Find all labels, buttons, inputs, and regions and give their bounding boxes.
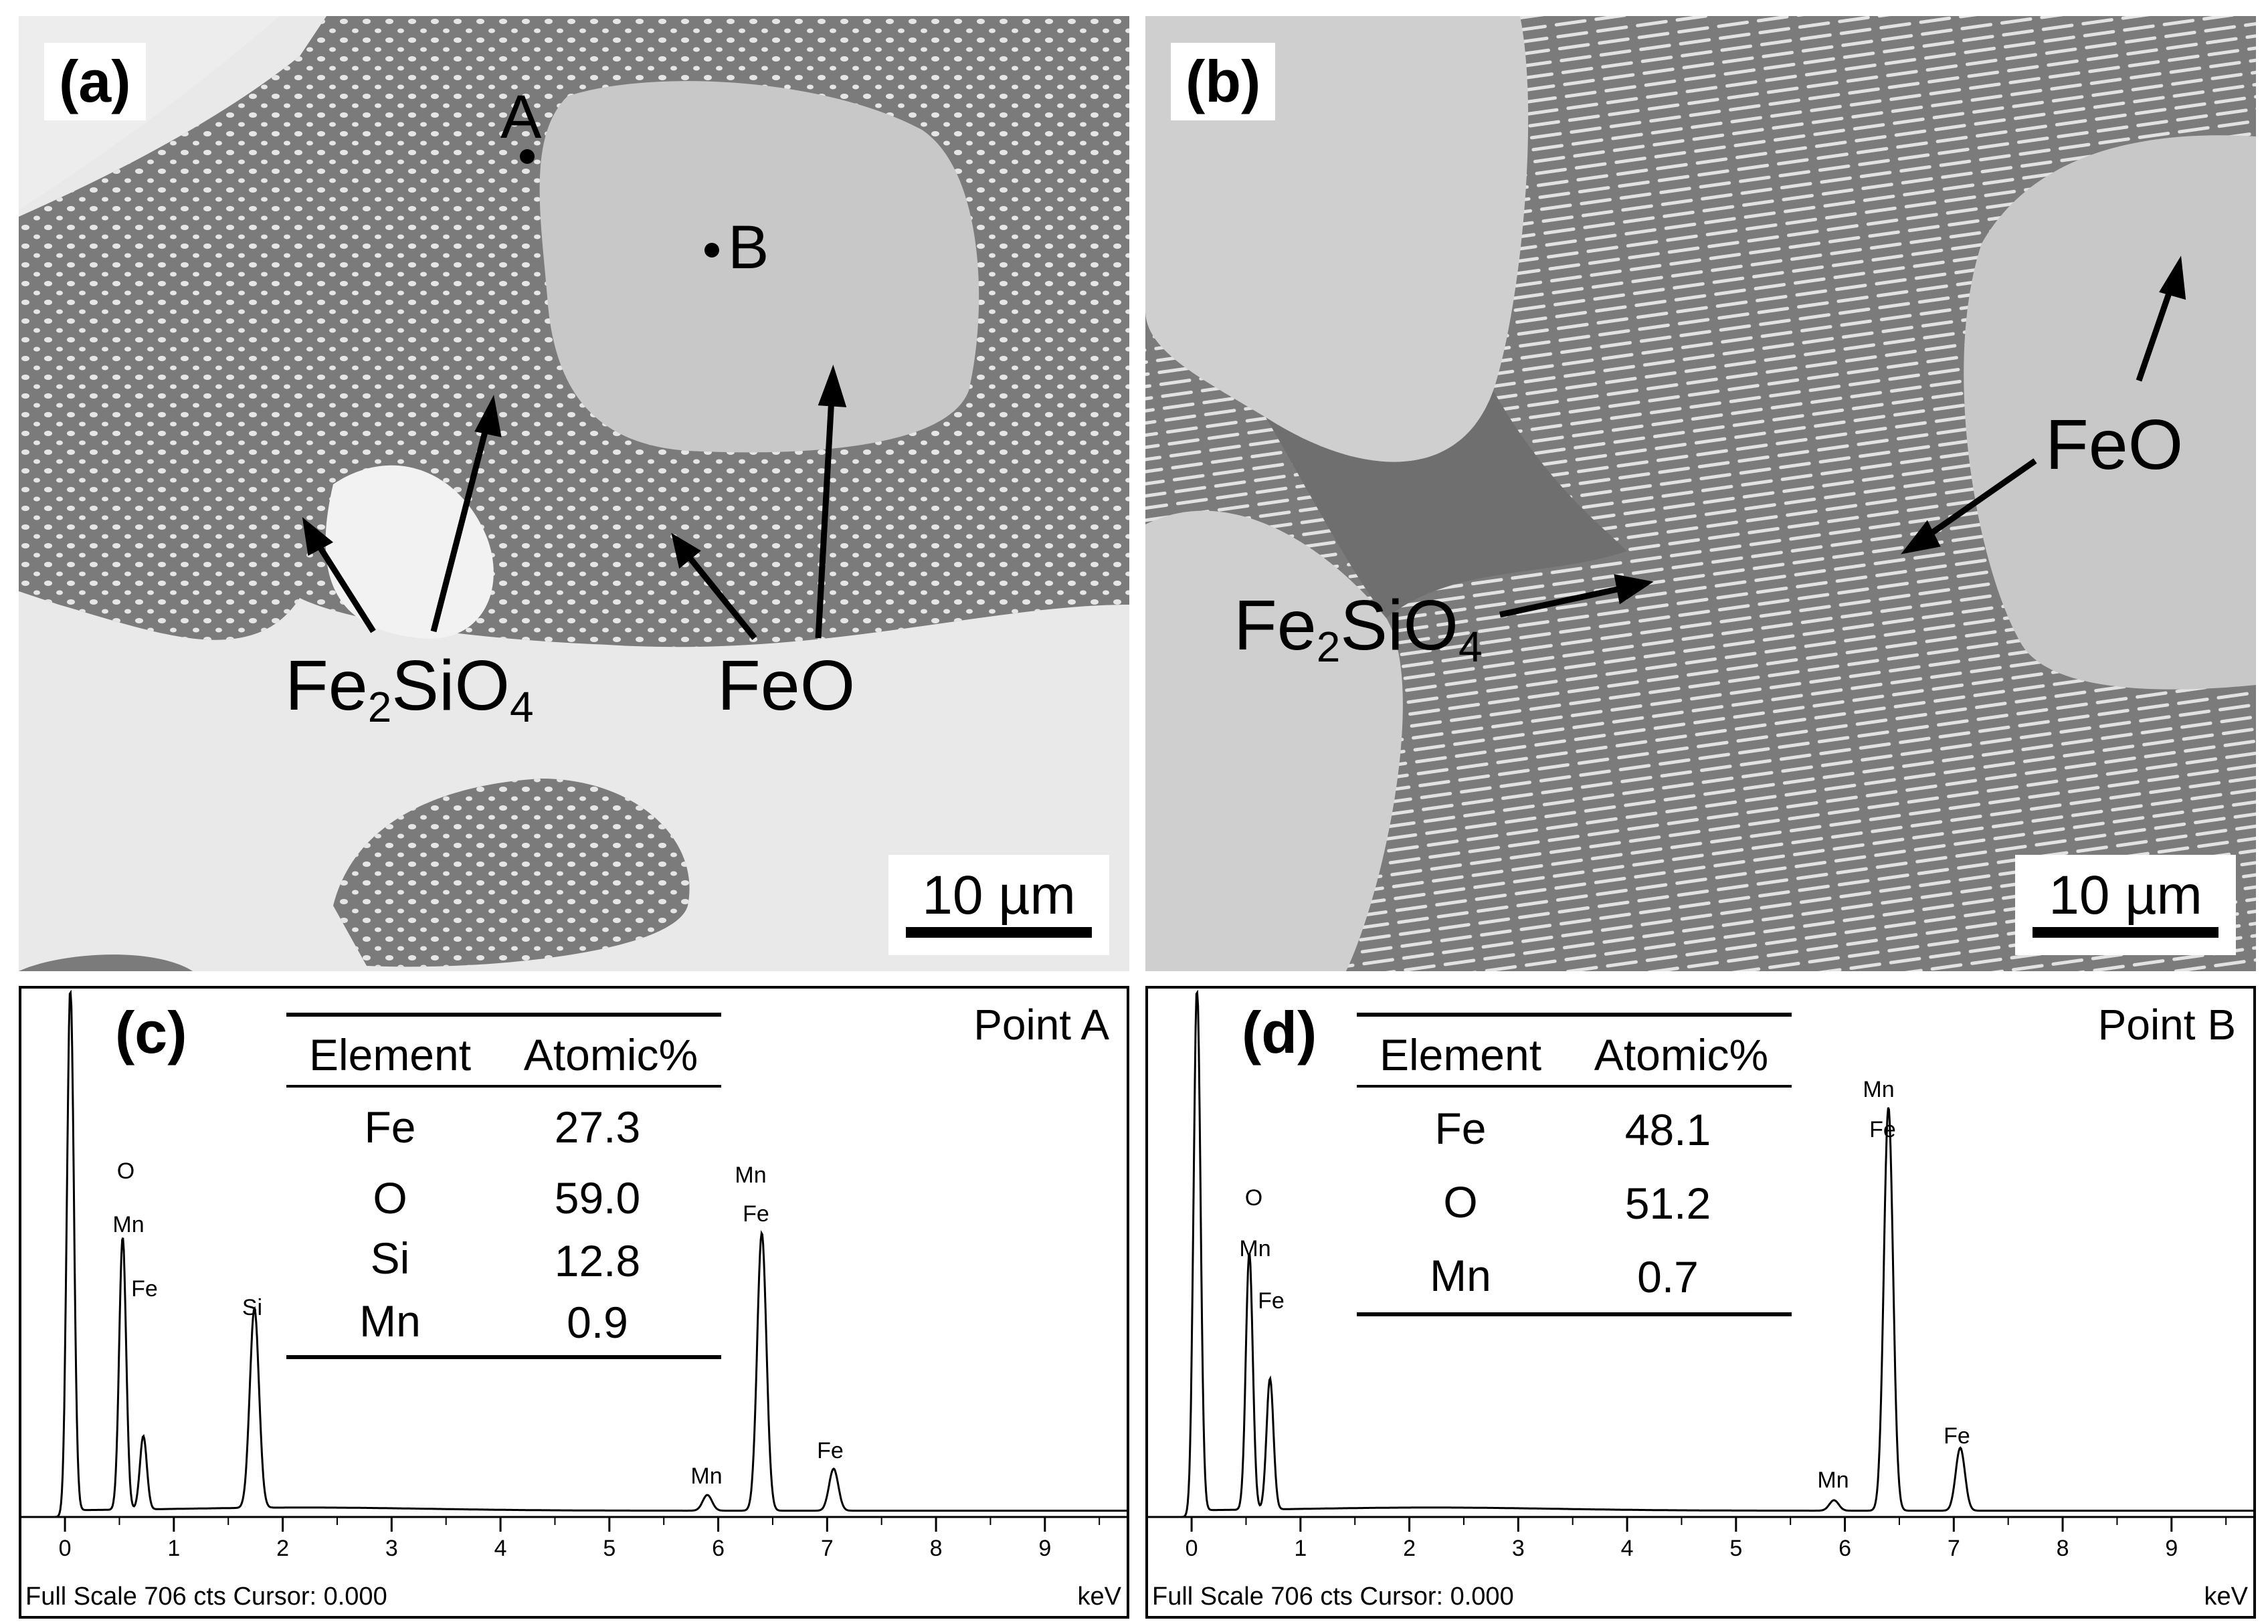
unit-label-d: keV [2204,1583,2248,1611]
scale-bar-line-a [906,927,1092,938]
point-title-c: Point A [973,1001,1109,1049]
panel-label-a: (a) [44,43,146,120]
scale-bar-b: 10 µm [2015,855,2236,955]
table-row-element-d: Fe [1434,1104,1487,1153]
x-tick-label: 5 [603,1536,616,1561]
table-row-value-c: 0.9 [567,1298,628,1347]
table-row-element-c: Mn [359,1296,421,1346]
peak-label-fe-d: Fe [1869,1117,1896,1142]
peak-label-mn-d: Mn [1863,1077,1895,1102]
x-tick-label: 7 [820,1536,834,1561]
x-tick-label: 7 [1947,1536,1960,1561]
scale-bar-label-a: 10 µm [922,865,1076,926]
peak-label-o-d: O [1244,1185,1263,1211]
table-row-value-d: 48.1 [1624,1105,1711,1154]
peak-label-mn-c: Mn [112,1212,145,1237]
unit-label-c: keV [1077,1583,1121,1611]
table-header-atomic-c: Atomic% [523,1030,698,1080]
x-tick-label: 6 [712,1536,725,1561]
spectrum-line-c [21,989,1127,1518]
peak-label-o-c: O [116,1158,135,1184]
panel-label-c: (c) [115,999,187,1065]
peak-label-fe-c: Fe [131,1276,158,1302]
x-ticks-c [64,1517,1101,1532]
arrows-a [302,365,847,640]
x-tick-label: 4 [494,1536,507,1561]
x-tick-label: 1 [1294,1536,1307,1561]
footer-text-d: Full Scale 706 cts Cursor: 0.000 [1152,1583,1514,1611]
spectrum-line-d [1148,989,2253,1518]
scale-bar-label-b: 10 µm [2049,865,2202,926]
composition-table-d: Element Atomic% Fe 48.1 O 51.2 Mn 0.7 [1357,1013,1792,1320]
x-tick-label: 3 [1511,1536,1525,1561]
x-tick-label: 0 [1185,1536,1198,1561]
sem-texture-b [1145,16,2256,971]
annotation-feo-a: FeO [717,646,856,725]
x-tick-label: 9 [2165,1536,2178,1561]
arrows-b [1499,256,2186,618]
annotation-feo-b: FeO [2045,405,2184,484]
x-tick-label: 4 [1620,1536,1634,1561]
table-header-element-c: Element [308,1030,472,1080]
peak-label-mn-d: Mn [1239,1236,1271,1261]
scale-bar-line-b [2033,927,2218,938]
x-tick-label: 5 [1729,1536,1743,1561]
table-mid-rule-c [286,1085,721,1088]
x-tick-label: 1 [167,1536,181,1561]
table-row-element-d: O [1443,1177,1478,1227]
point-label-b: B [728,213,769,282]
x-tick-label: 2 [1403,1536,1416,1561]
peak-label-mn-c: Mn [735,1162,767,1188]
table-bottom-rule-d [1357,1312,1792,1316]
x-tick-label: 2 [276,1536,290,1561]
annotation-fe2sio4-b: Fe2SiO4 [1234,586,1483,671]
spectrum-plot-d [1148,989,2253,1532]
point-label-a: A [500,83,542,151]
panel-label-d: (d) [1242,999,1317,1065]
panel-label-b: (b) [1171,43,1276,120]
sem-image-b: (b) Fe2SiO4 FeO 10 µm [1145,16,2256,971]
table-row-element-c: Si [370,1233,410,1283]
x-ticks-d [1190,1517,2227,1532]
point-a-marker [520,149,535,164]
table-row-value-d: 51.2 [1624,1179,1711,1228]
table-row-element-d: Mn [1430,1251,1491,1300]
spectrum-plot-c [21,989,1127,1532]
table-row-element-c: Fe [364,1102,416,1152]
table-row-value-d: 0.7 [1637,1252,1699,1302]
peak-label-fe-c: Fe [743,1201,769,1227]
peak-label-fe-d: Fe [1258,1288,1285,1314]
sem-texture-a [19,16,1129,971]
table-header-element-d: Element [1379,1030,1542,1080]
table-row-value-c: 27.3 [554,1102,641,1152]
table-mid-rule-d [1357,1085,1792,1088]
peak-label-mn-d: Mn [1817,1467,1849,1493]
x-tick-label: 9 [1038,1536,1052,1561]
peak-label-si-c: Si [242,1295,263,1320]
peak-label-fe-d: Fe [1944,1423,1970,1449]
peak-label-mn-c: Mn [690,1463,723,1489]
x-tick-label: 3 [385,1536,398,1561]
point-b-marker [704,243,719,258]
table-header-atomic-d: Atomic% [1594,1030,1769,1080]
peak-label-fe-c: Fe [817,1438,844,1463]
x-tick-label: 8 [929,1536,943,1561]
table-row-value-c: 59.0 [554,1173,641,1223]
table-row-value-c: 12.8 [554,1236,641,1286]
table-top-rule-d [1357,1013,1792,1017]
footer-text-c: Full Scale 706 cts Cursor: 0.000 [25,1583,387,1611]
x-tick-label: 6 [1838,1536,1852,1561]
point-title-d: Point B [2097,1001,2236,1049]
annotation-fe2sio4-a: Fe2SiO4 [285,646,534,731]
sem-image-a: (a) A B Fe2SiO4 FeO 10 µm [19,16,1129,971]
table-bottom-rule-c [286,1355,721,1359]
eds-spectrum-d: 0 1 2 3 4 5 6 7 8 9 (d) Point B Element Atomic% F… [1145,986,2256,1619]
table-top-rule-c [286,1013,721,1017]
scale-bar-a: 10 µm [888,855,1109,955]
x-tick-label: 0 [58,1536,72,1561]
x-tick-label: 8 [2056,1536,2069,1561]
eds-spectrum-c: 0 1 2 3 4 5 6 7 8 9 (c) Point A Element Atomic% F… [19,986,1129,1619]
table-row-element-c: O [373,1173,407,1223]
composition-table-c: Element Atomic% Fe 27.3 O 59.0 Si 12.8 M… [286,1013,721,1360]
